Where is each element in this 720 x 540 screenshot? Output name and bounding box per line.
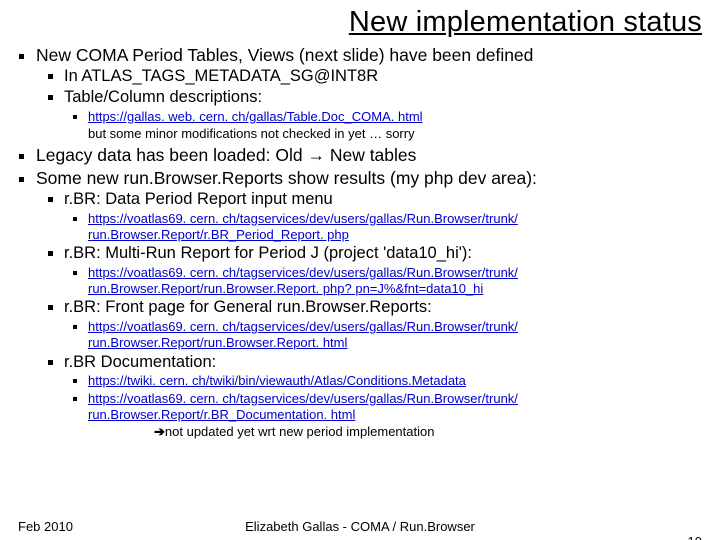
period-report-link[interactable]: https://voatlas69. cern. ch/tagservices/… xyxy=(88,211,518,242)
bullet-2: Legacy data has been loaded: Old → New t… xyxy=(36,145,706,166)
slide-title: New implementation status xyxy=(14,6,702,39)
bullet-3-sub: r.BR: Data Period Report input menu http… xyxy=(36,190,706,441)
multirun-report-link[interactable]: https://voatlas69. cern. ch/tagservices/… xyxy=(88,265,518,296)
rbr-doc-link-l1: https://voatlas69. cern. ch/tagservices/… xyxy=(88,391,518,406)
rbr-frontpage-links: https://voatlas69. cern. ch/tagservices/… xyxy=(64,319,706,352)
bullet-3-text: Some new run.Browser.Reports show result… xyxy=(36,168,537,188)
bullet-1b-link-item: https://gallas. web. cern. ch/gallas/Tab… xyxy=(88,109,706,125)
bullet-1b-note: but some minor modifications not checked… xyxy=(88,126,706,143)
bullet-3: Some new run.Browser.Reports show result… xyxy=(36,168,706,441)
bullet-1b: Table/Column descriptions: https://galla… xyxy=(64,88,706,125)
rbr-documentation-links: https://twiki. cern. ch/twiki/bin/viewau… xyxy=(64,373,706,423)
slide: New implementation status New COMA Perio… xyxy=(0,0,720,540)
rbr-doc-link2-item: https://voatlas69. cern. ch/tagservices/… xyxy=(88,391,706,424)
bullet-1b-text: Table/Column descriptions: xyxy=(64,88,262,106)
frontpage-link-l1: https://voatlas69. cern. ch/tagservices/… xyxy=(88,319,518,334)
footer: Feb 2010 Elizabeth Gallas - COMA / Run.B… xyxy=(0,519,720,534)
period-report-link-l1: https://voatlas69. cern. ch/tagservices/… xyxy=(88,211,518,226)
footer-date: Feb 2010 xyxy=(18,519,73,534)
rbr-frontpage: r.BR: Front page for General run.Browser… xyxy=(64,298,706,351)
bullet-1b-sub: https://gallas. web. cern. ch/gallas/Tab… xyxy=(64,109,706,125)
rbr-frontpage-label: r.BR: Front page for General run.Browser… xyxy=(64,298,432,316)
rbr-multirun-report: r.BR: Multi-Run Report for Period J (pro… xyxy=(64,244,706,297)
rbr-documentation-label: r.BR Documentation: xyxy=(64,353,216,371)
bullet-1: New COMA Period Tables, Views (next slid… xyxy=(36,45,706,143)
footer-author: Elizabeth Gallas - COMA / Run.Browser xyxy=(0,519,720,534)
frontpage-link[interactable]: https://voatlas69. cern. ch/tagservices/… xyxy=(88,319,518,350)
rbr-frontpage-link-item: https://voatlas69. cern. ch/tagservices/… xyxy=(88,319,706,352)
period-report-link-l2: run.Browser.Report/r.BR_Period_Report. p… xyxy=(88,227,349,242)
rbr-doc-link-l2: run.Browser.Report/r.BR_Documentation. h… xyxy=(88,407,355,422)
bullet-list: New COMA Period Tables, Views (next slid… xyxy=(14,45,706,441)
rbr-period-report-label: r.BR: Data Period Report input menu xyxy=(64,190,333,208)
multirun-report-link-l1: https://voatlas69. cern. ch/tagservices/… xyxy=(88,265,518,280)
twiki-link[interactable]: https://twiki. cern. ch/twiki/bin/viewau… xyxy=(88,373,466,388)
tabledoc-link[interactable]: https://gallas. web. cern. ch/gallas/Tab… xyxy=(88,109,423,124)
arrow-icon: ➔ xyxy=(154,424,165,439)
rbr-period-report-link-item: https://voatlas69. cern. ch/tagservices/… xyxy=(88,211,706,244)
rbr-period-report: r.BR: Data Period Report input menu http… xyxy=(64,190,706,243)
rbr-multirun-report-label: r.BR: Multi-Run Report for Period J (pro… xyxy=(64,244,472,262)
bullet-1a: In ATLAS_TAGS_METADATA_SG@INT8R xyxy=(64,67,706,87)
bullet-1-text: New COMA Period Tables, Views (next slid… xyxy=(36,45,533,65)
rbr-doc-link1-item: https://twiki. cern. ch/twiki/bin/viewau… xyxy=(88,373,706,389)
rbr-multirun-report-links: https://voatlas69. cern. ch/tagservices/… xyxy=(64,265,706,298)
frontpage-link-l2: run.Browser.Report/run.Browser.Report. h… xyxy=(88,335,347,350)
footer-page-number: 10 xyxy=(688,534,702,540)
rbr-documentation: r.BR Documentation: https://twiki. cern.… xyxy=(64,353,706,441)
bullet-1-sub: In ATLAS_TAGS_METADATA_SG@INT8R Table/Co… xyxy=(36,67,706,125)
rbr-period-report-links: https://voatlas69. cern. ch/tagservices/… xyxy=(64,211,706,244)
rbr-multirun-report-link-item: https://voatlas69. cern. ch/tagservices/… xyxy=(88,265,706,298)
doc-note-text: not updated yet wrt new period implement… xyxy=(165,424,435,439)
doc-note: ➔not updated yet wrt new period implemen… xyxy=(154,424,706,441)
multirun-report-link-l2: run.Browser.Report/run.Browser.Report. p… xyxy=(88,281,483,296)
rbr-doc-link[interactable]: https://voatlas69. cern. ch/tagservices/… xyxy=(88,391,518,422)
